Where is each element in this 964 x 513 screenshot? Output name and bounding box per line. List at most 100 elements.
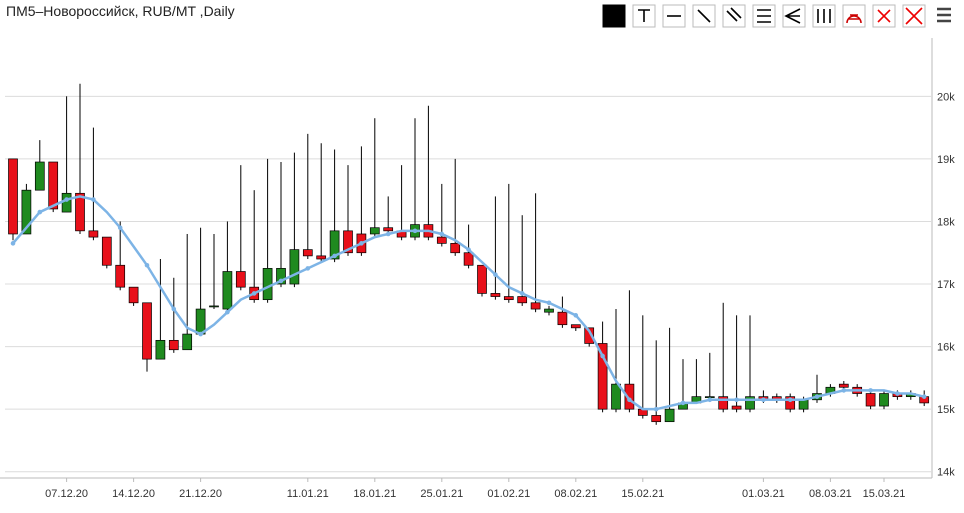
ma-point <box>91 197 96 202</box>
candle-body <box>651 415 662 423</box>
x-tick-label: 01.02.21 <box>487 488 530 500</box>
tool-vlines[interactable] <box>812 4 836 28</box>
candle-body <box>570 324 581 329</box>
ma-point <box>680 400 686 406</box>
candle-body <box>155 339 166 360</box>
candle-body <box>48 161 59 210</box>
candle-body <box>8 158 18 235</box>
x-tick-label: 08.02.21 <box>554 488 597 500</box>
tool-color[interactable] <box>602 4 626 28</box>
chart-title: ПМ5–Новороссийск, RUB/MT ,Daily <box>6 3 235 19</box>
ma-point <box>868 388 873 393</box>
ma-point <box>305 266 311 271</box>
candle-body <box>624 383 635 410</box>
candle-body <box>785 396 796 410</box>
candle-body <box>718 396 729 410</box>
ma-point <box>493 272 498 277</box>
candle-body <box>88 230 99 238</box>
tool-arc[interactable] <box>842 4 866 28</box>
ma-point <box>225 309 230 315</box>
candle-body <box>21 189 32 235</box>
candle-body <box>75 192 85 232</box>
candle-body <box>865 393 876 407</box>
candle-body <box>731 405 742 410</box>
candle-body <box>195 308 206 335</box>
candle-body <box>316 255 327 260</box>
y-tick-label: 14k <box>937 467 955 479</box>
tool-fan[interactable] <box>782 4 806 28</box>
candle-body <box>276 268 286 285</box>
candle-body <box>128 286 139 304</box>
candle-body <box>235 271 246 288</box>
x-tick-label: 08.03.21 <box>809 488 852 500</box>
menu[interactable] <box>937 7 951 23</box>
candle-body <box>745 396 755 410</box>
candle-body <box>343 230 353 254</box>
ma-point <box>814 394 820 399</box>
ma-point <box>359 241 364 246</box>
ma-point <box>653 406 659 412</box>
candle-body <box>383 227 394 232</box>
ma-point <box>627 397 632 403</box>
ma-point <box>466 247 471 252</box>
ma-point <box>117 225 123 231</box>
ma-point <box>841 388 847 393</box>
tool-hline[interactable] <box>662 4 686 28</box>
candle-body <box>879 393 889 407</box>
tool-delete-all[interactable] <box>902 4 926 28</box>
ma-point <box>171 306 177 312</box>
ma-point <box>144 262 150 268</box>
candle-body <box>530 302 541 310</box>
candle-body <box>490 293 501 297</box>
tool-channel[interactable] <box>722 4 746 28</box>
candle-body <box>101 236 112 266</box>
candle-body <box>289 249 300 285</box>
ma-point <box>707 397 713 403</box>
y-tick-label: 18k <box>937 216 955 228</box>
candle-body <box>463 252 474 266</box>
candle-body <box>168 339 179 351</box>
ma-point <box>573 313 579 318</box>
ma-point <box>64 197 69 202</box>
ma-point <box>251 291 257 296</box>
y-tick-label: 15k <box>937 404 955 416</box>
candle-body <box>503 296 514 301</box>
tool-text[interactable] <box>632 4 656 28</box>
candle-body <box>436 236 447 244</box>
candle-body <box>142 302 152 360</box>
candle-body <box>584 327 595 344</box>
candle-body <box>61 192 72 213</box>
ma-point <box>385 231 391 237</box>
candle-body <box>302 249 313 257</box>
x-tick-label: 15.02.21 <box>621 488 664 500</box>
x-tick-label: 15.03.21 <box>863 488 906 500</box>
candle-body <box>477 264 487 294</box>
ma-point <box>37 209 43 215</box>
candle-body <box>369 227 380 235</box>
candle-body <box>34 161 45 191</box>
y-tick-label: 16k <box>937 342 955 354</box>
ma-point <box>895 391 900 396</box>
x-tick-label: 07.12.20 <box>45 488 88 500</box>
candle-body <box>182 333 193 351</box>
candle-body <box>798 399 809 410</box>
ma-point <box>600 353 605 359</box>
ma-point <box>198 331 203 337</box>
x-tick-label: 18.01.21 <box>353 488 396 500</box>
x-tick-label: 01.03.21 <box>742 488 785 500</box>
candle-body <box>262 268 273 301</box>
ma-point <box>10 241 16 246</box>
candle-body <box>517 296 528 304</box>
candle-body <box>597 343 608 410</box>
ma-point <box>439 231 445 237</box>
tool-trend[interactable] <box>692 4 716 28</box>
candle-body <box>664 408 675 423</box>
tool-levels[interactable] <box>752 4 776 28</box>
x-tick-label: 21.12.20 <box>179 488 222 500</box>
candle-body <box>222 271 233 310</box>
tool-delete[interactable] <box>872 4 896 28</box>
x-tick-label: 25.01.21 <box>420 488 463 500</box>
ma-point <box>519 291 525 296</box>
x-tick-label: 11.01.21 <box>287 488 329 500</box>
